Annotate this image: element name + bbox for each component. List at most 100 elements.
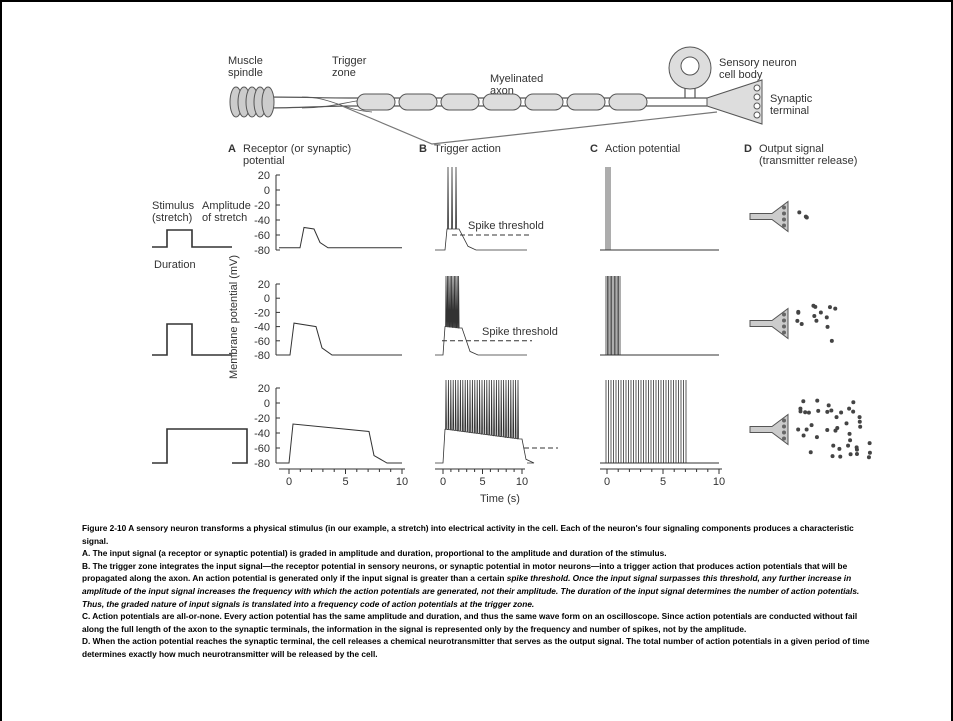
- x-tick-label: 0: [286, 476, 292, 488]
- caption-paragraph: A. The input signal (a receptor or synap…: [82, 547, 877, 560]
- label: Synaptic: [770, 93, 813, 105]
- y-tick-label: -40: [254, 428, 270, 440]
- y-tick-label: 0: [264, 398, 270, 410]
- panel-letter: A: [228, 143, 236, 155]
- transmitter-dot: [858, 425, 862, 429]
- x-tick-label: 0: [604, 476, 610, 488]
- stimulus: [152, 429, 247, 463]
- transmitter-dot: [868, 451, 872, 455]
- terminal: [750, 202, 788, 232]
- y-tick-label: -80: [254, 458, 270, 470]
- transmitter-dot: [827, 403, 831, 407]
- threshold-label: Spike threshold: [468, 220, 544, 232]
- panel-letter: C: [590, 143, 598, 155]
- transmitter-dot: [804, 215, 808, 219]
- transmitter-dot: [833, 429, 837, 433]
- transmitter-dot: [848, 438, 852, 442]
- transmitter-dot: [811, 304, 815, 308]
- neuron-drawing: [230, 47, 762, 144]
- transmitter-dot: [831, 454, 835, 458]
- y-tick-label: -20: [254, 413, 270, 425]
- transmitter-dot: [835, 415, 839, 419]
- transmitter-dot: [795, 319, 799, 323]
- y-axis-label: Membrane potential (mV): [228, 255, 240, 379]
- panel-letter: B: [419, 143, 427, 155]
- label: Stimulus: [152, 200, 195, 212]
- x-tick-label: 5: [479, 476, 485, 488]
- transmitter-dot: [829, 408, 833, 412]
- transmitter-dot: [825, 410, 829, 414]
- label: Muscle: [228, 55, 263, 67]
- receptor-trace: [279, 228, 402, 248]
- transmitter-dot: [831, 444, 835, 448]
- y-tick-label: 20: [258, 170, 270, 182]
- transmitter-dot: [845, 421, 849, 425]
- transmitter-dot: [809, 450, 813, 454]
- transmitter-dot: [851, 400, 855, 404]
- transmitter-dot: [826, 325, 830, 329]
- x-tick-label: 5: [660, 476, 666, 488]
- label: Duration: [154, 259, 196, 271]
- vesicle: [782, 437, 786, 441]
- transmitter-dot: [828, 305, 832, 309]
- caption-paragraph: C. Action potentials are all-or-none. Ev…: [82, 610, 877, 635]
- panel-title: potential: [243, 155, 285, 167]
- vesicle: [782, 331, 786, 335]
- transmitter-dot: [846, 444, 850, 448]
- y-tick-label: -60: [254, 230, 270, 242]
- transmitter-dot: [847, 407, 851, 411]
- label: spindle: [228, 67, 263, 79]
- y-tick-label: -80: [254, 350, 270, 362]
- action-potentials: [606, 167, 610, 250]
- label: Trigger: [332, 55, 367, 67]
- vesicle: [782, 425, 786, 429]
- caption-paragraph: B. The trigger zone integrates the input…: [82, 560, 877, 610]
- label: Myelinated: [490, 73, 543, 85]
- transmitter-dot: [837, 447, 841, 451]
- x-tick-label: 0: [440, 476, 446, 488]
- panel-headings: A Receptor (or synaptic) potential B Tri…: [228, 143, 857, 167]
- transmitter-dot: [814, 319, 818, 323]
- slide: Muscle spindle Trigger zone Myelinated a…: [0, 0, 953, 721]
- stimulus: [152, 230, 232, 247]
- transmitter-dot: [810, 423, 814, 427]
- label: zone: [332, 67, 356, 79]
- transmitter-dot: [801, 399, 805, 403]
- transmitter-dot: [833, 307, 837, 311]
- transmitter-dot: [855, 452, 859, 456]
- transmitter-dot: [839, 411, 843, 415]
- caption-paragraph: D. When the action potential reaches the…: [82, 635, 877, 660]
- transmitter-dot: [868, 441, 872, 445]
- transmitter-dot: [849, 452, 853, 456]
- panel-title: Action potential: [605, 143, 680, 155]
- transmitter-dot: [819, 310, 823, 314]
- transmitter-dot: [858, 420, 862, 424]
- transmitter-dot: [830, 339, 834, 343]
- transmitter-dot: [815, 399, 819, 403]
- transmitter-dot: [838, 455, 842, 459]
- y-tick-label: 20: [258, 279, 270, 291]
- y-tick-label: 0: [264, 185, 270, 197]
- x-tick-label: 10: [396, 476, 408, 488]
- action-potentials: [606, 380, 686, 463]
- transmitter-dot: [825, 315, 829, 319]
- transmitter-dot: [848, 432, 852, 436]
- y-tick-label: -40: [254, 215, 270, 227]
- vesicle: [782, 206, 786, 210]
- transmitter-dot: [855, 445, 859, 449]
- vesicle: [782, 325, 786, 329]
- label: Amplitude: [202, 200, 251, 212]
- receptor-trace: [279, 424, 402, 463]
- vesicle: [782, 224, 786, 228]
- panel-title: Output signal: [759, 143, 824, 155]
- label: of stretch: [202, 212, 247, 224]
- transmitter-dot: [805, 428, 809, 432]
- transmitter-dot: [816, 409, 820, 413]
- terminal: [750, 415, 788, 445]
- y-tick-label: -20: [254, 307, 270, 319]
- vesicle: [782, 212, 786, 216]
- stimulus: [152, 324, 232, 355]
- vesicle: [782, 319, 786, 323]
- y-tick-label: -80: [254, 245, 270, 257]
- y-tick-label: -60: [254, 336, 270, 348]
